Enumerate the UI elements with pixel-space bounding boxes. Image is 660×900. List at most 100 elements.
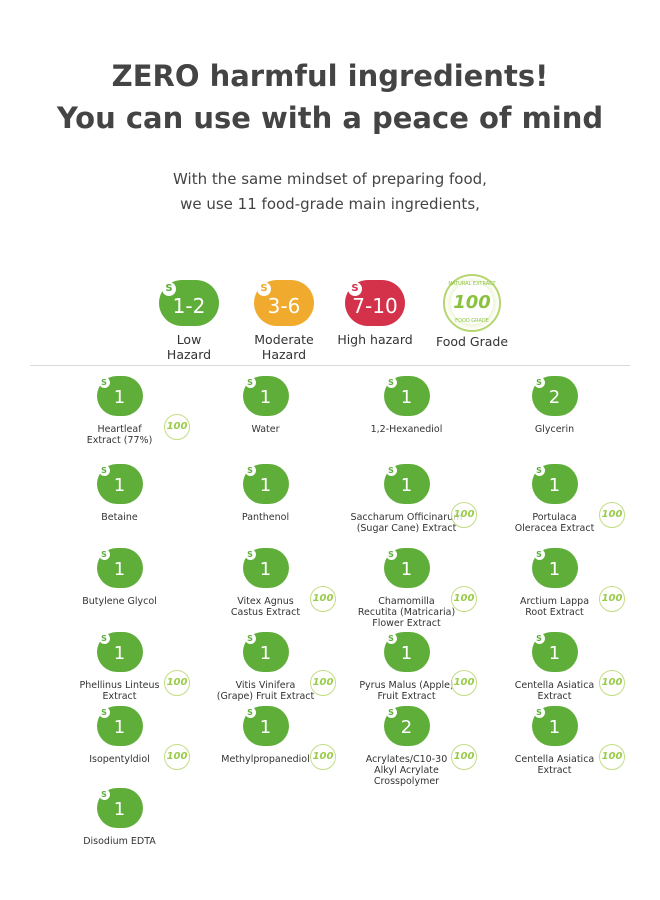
ingredient-name-line: Extract: [490, 765, 619, 776]
ingredient-name-line: Oleracea Extract: [490, 523, 619, 534]
s-icon: S: [245, 465, 256, 476]
food-grade-seal-icon: 100: [599, 670, 625, 696]
ingredient-name: Water: [193, 424, 338, 435]
s-icon: S: [348, 282, 362, 296]
hazard-score: 1: [401, 475, 412, 496]
s-icon: S: [386, 465, 397, 476]
legend-item-moderate: S 3-6 Moderate Hazard: [234, 280, 334, 362]
ingredient-item: S 1 Centella Asiatica Extract 100: [482, 706, 627, 776]
legend-label: High hazard: [325, 332, 425, 347]
ingredient-name: Isopentyldiol 100: [47, 754, 192, 765]
ingredient-name: Acrylates/C10-30 Alkyl Acrylate Crosspolym…: [334, 754, 479, 787]
food-grade-seal-icon: 100: [164, 414, 190, 440]
ingredient-name: Glycerin: [482, 424, 627, 435]
hazard-score-badge: S1: [384, 548, 430, 588]
food-grade-seal-icon: 100: [451, 670, 477, 696]
hazard-score-badge: S1: [532, 632, 578, 672]
s-icon: S: [245, 549, 256, 560]
seal-bottom-text: FOOD GRADE: [445, 318, 499, 324]
hazard-score: 1: [549, 643, 560, 664]
seal-top-text: NATURAL EXTRACT: [445, 281, 499, 287]
s-icon: S: [99, 377, 110, 388]
ingredient-item: S 1 Betaine: [47, 464, 192, 523]
hazard-score: 1: [260, 559, 271, 580]
ingredient-name: Heartleaf Extract (77%) 100: [47, 424, 192, 446]
food-grade-seal-icon: NATURAL EXTRACT 100 FOOD GRADE: [443, 274, 501, 332]
ingredient-item: S 1 Disodium EDTA: [47, 788, 192, 847]
ingredient-name: Chamomilla Recutita (Matricaria) Flower Ex…: [334, 596, 479, 629]
hazard-score: 1: [401, 643, 412, 664]
ingredient-name-line: Extract (77%): [55, 435, 184, 446]
ingredient-item: S 1 Phellinus Linteus Extract 100: [47, 632, 192, 702]
food-grade-seal-icon: 100: [451, 586, 477, 612]
ingredient-name: 1,2-Hexanediol: [334, 424, 479, 435]
food-grade-seal-icon: 100: [599, 744, 625, 770]
s-icon: S: [162, 282, 176, 296]
ingredient-item: S 1 Saccharum Officinarum (Sugar Cane) Extr…: [334, 464, 479, 534]
ingredient-item: S 1 Chamomilla Recutita (Matricaria) Flower …: [334, 548, 479, 629]
legend-label: Low Hazard: [139, 332, 239, 362]
hazard-score-badge: S2: [384, 706, 430, 746]
s-icon: S: [99, 465, 110, 476]
seal-number: 100: [445, 292, 499, 313]
ingredient-name-line: Castus Extract: [201, 607, 330, 618]
ingredient-item: S 1 Isopentyldiol 100: [47, 706, 192, 765]
legend-badge-range: 3-6: [268, 294, 301, 318]
ingredient-name-line: Butylene Glycol: [55, 596, 184, 607]
ingredient-item: S 1 Arctium Lappa Root Extract 100: [482, 548, 627, 618]
s-icon: S: [386, 549, 397, 560]
legend-item-low: S 1-2 Low Hazard: [139, 280, 239, 362]
s-icon: S: [245, 707, 256, 718]
legend-item-food-grade: NATURAL EXTRACT 100 FOOD GRADE Food Grad…: [422, 280, 522, 349]
ingredient-name: Saccharum Officinarum (Sugar Cane) Extrac…: [334, 512, 479, 534]
legend-label-line-2: Hazard: [139, 347, 239, 362]
ingredient-name: Panthenol: [193, 512, 338, 523]
ingredient-item: S 2 Acrylates/C10-30 Alkyl Acrylate Crosspol…: [334, 706, 479, 787]
ingredient-name-line: Extract: [490, 691, 619, 702]
legend-label-line-1: Low: [139, 332, 239, 347]
s-icon: S: [386, 633, 397, 644]
ingredient-name: Vitex Agnus Castus Extract 100: [193, 596, 338, 618]
hazard-score: 1: [260, 387, 271, 408]
ingredient-name-line: Crosspolymer: [342, 776, 471, 787]
divider: [30, 365, 630, 366]
ingredient-name: Pyrus Malus (Apple) Fruit Extract 100: [334, 680, 479, 702]
hazard-score-badge: S1: [97, 376, 143, 416]
ingredient-item: S 2 Glycerin: [482, 376, 627, 435]
ingredient-name-line: Betaine: [55, 512, 184, 523]
ingredient-item: S 1 Butylene Glycol: [47, 548, 192, 607]
s-icon: S: [534, 465, 545, 476]
hazard-score: 1: [401, 559, 412, 580]
headline-line-2: You can use with a peace of mind: [0, 97, 660, 139]
s-icon: S: [99, 633, 110, 644]
food-grade-seal-icon: 100: [310, 744, 336, 770]
ingredient-name: Phellinus Linteus Extract 100: [47, 680, 192, 702]
food-grade-seal-icon: 100: [599, 502, 625, 528]
legend-label-line-2: Hazard: [234, 347, 334, 362]
ingredient-name-line: Flower Extract: [342, 618, 471, 629]
hazard-score: 1: [114, 475, 125, 496]
ingredient-name-line: Disodium EDTA: [55, 836, 184, 847]
hazard-score: 1: [114, 387, 125, 408]
ingredient-item: S 1 Panthenol: [193, 464, 338, 523]
ingredient-name-line: Glycerin: [490, 424, 619, 435]
s-icon: S: [534, 377, 545, 388]
hazard-score: 1: [114, 717, 125, 738]
subheadline: With the same mindset of preparing food,…: [0, 167, 660, 217]
hazard-score: 2: [401, 717, 412, 738]
food-grade-seal-icon: 100: [164, 744, 190, 770]
hazard-score: 1: [401, 387, 412, 408]
ingredient-item: S 1 Vitex Agnus Castus Extract 100: [193, 548, 338, 618]
hazard-score: 1: [260, 475, 271, 496]
food-grade-seal-icon: 100: [310, 586, 336, 612]
ingredient-item: S 1 Methylpropanediol 100: [193, 706, 338, 765]
ingredient-name: Centella Asiatica Extract 100: [482, 754, 627, 776]
